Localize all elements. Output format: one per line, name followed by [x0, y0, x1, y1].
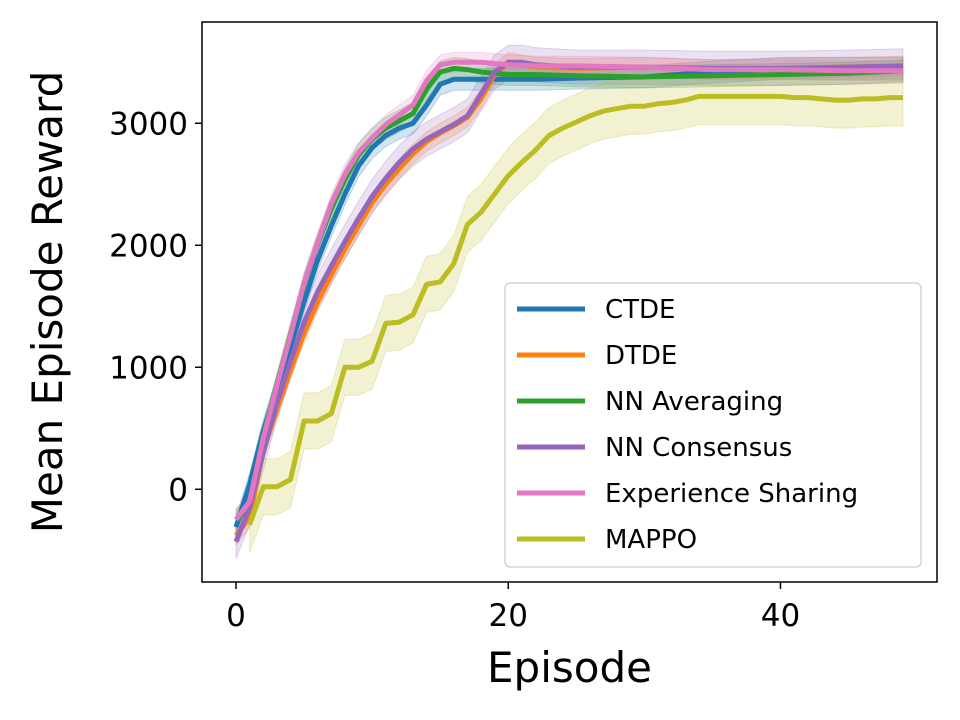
legend-label: NN Consensus: [605, 433, 792, 463]
legend-label: Experience Sharing: [605, 479, 858, 509]
x-tick-label: 0: [226, 598, 246, 634]
y-tick-label: 0: [168, 472, 188, 508]
line-mappo: [247, 93, 903, 526]
legend-frame: [504, 282, 922, 568]
line-experience-sharing: [233, 59, 903, 522]
y-tick-label: 1000: [109, 350, 188, 386]
y-axis-ticks: 0 1000 2000 3000: [109, 106, 202, 508]
legend-label: DTDE: [605, 341, 677, 371]
plot-area-frame: [201, 21, 938, 583]
x-tick-label: 20: [489, 598, 528, 634]
legend: CTDE DTDE NN Averaging NN Consensus Experien…: [504, 282, 922, 568]
band-experience-sharing: [235, 52, 904, 532]
x-axis-ticks: 0 20 40: [226, 582, 800, 634]
band-mappo: [249, 67, 904, 553]
legend-label: CTDE: [605, 295, 675, 325]
legend-label: MAPPO: [605, 525, 697, 555]
x-tick-label: 40: [761, 598, 800, 634]
band-nn-consensus: [235, 44, 904, 559]
x-axis-title: Episode: [487, 643, 652, 692]
y-tick-label: 2000: [109, 228, 188, 264]
y-axis-title: Mean Episode Reward: [23, 71, 72, 534]
legend-label: NN Averaging: [605, 387, 783, 417]
y-tick-label: 3000: [109, 106, 188, 142]
series-lines: [233, 59, 904, 543]
